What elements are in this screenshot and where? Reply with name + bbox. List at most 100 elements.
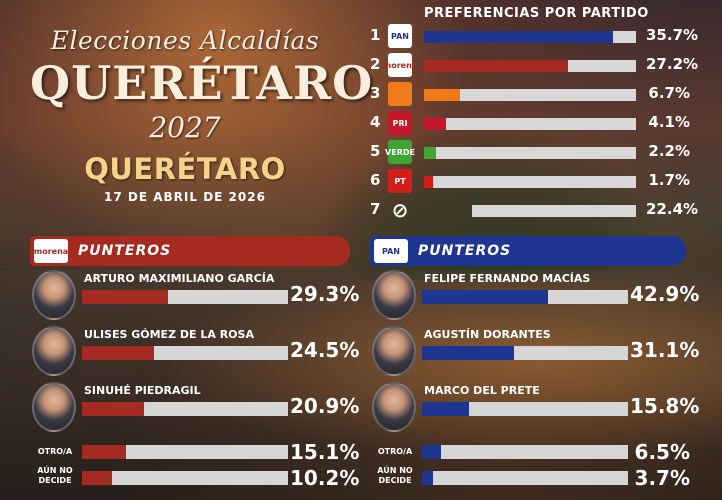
pan-punteros-label: PUNTEROS (418, 243, 512, 259)
candidate-photo (32, 326, 76, 376)
script-title: Elecciones Alcaldías (50, 26, 320, 55)
candidate-bar (422, 346, 514, 360)
pan-punteros-header: PAN PUNTEROS (370, 236, 686, 266)
candidate-bar-track (422, 402, 628, 416)
pri-logo-icon: PRI (388, 111, 412, 135)
preference-row: 4 PRI 4.1% (370, 111, 722, 135)
preferences-title: PREFERENCIAS POR PARTIDO (424, 6, 649, 21)
preference-percentage: 22.4% (646, 200, 699, 218)
candidate-bar (82, 402, 144, 416)
candidate-percentage: 29.3% (290, 282, 360, 306)
candidate-row: MARCO DEL PRETE 15.8% (372, 382, 700, 438)
candidate-percentage: 42.9% (630, 282, 700, 306)
title-block: Elecciones Alcaldías QUERÉTARO 2027 QUER… (30, 26, 374, 204)
preference-rank: 4 (370, 113, 381, 131)
preference-bar (424, 176, 433, 188)
morena-punteros-label: PUNTEROS (78, 243, 172, 259)
verde-logo-icon: VERDE (385, 140, 415, 164)
preference-bar-track (424, 31, 636, 43)
preference-rank: 6 (370, 171, 381, 189)
other-option-row: AÚN NO DECIDE 10.2% (32, 466, 360, 490)
preference-percentage: 4.1% (648, 113, 690, 131)
other-option-bar (422, 471, 433, 485)
preference-bar (424, 147, 436, 159)
candidate-photo (32, 270, 76, 320)
other-option-bar (82, 445, 127, 459)
survey-date: 17 DE ABRIL DE 2026 (104, 190, 266, 204)
other-option-row: OTRO/A 15.1% (32, 440, 360, 464)
preference-rank: 3 (370, 84, 381, 102)
preference-percentage: 1.7% (648, 171, 690, 189)
preference-percentage: 35.7% (646, 26, 699, 44)
other-option-percentage: 15.1% (290, 440, 360, 464)
preference-row: 5 VERDE 2.2% (370, 140, 722, 164)
preference-row: 3 6.7% (370, 82, 722, 106)
pt-logo-icon: PT (388, 169, 412, 193)
preference-row: 7 ⊘ 22.4% (370, 198, 722, 222)
candidate-photo (372, 382, 416, 432)
candidate-row: SINUHÉ PIEDRAGIL 20.9% (32, 382, 360, 438)
other-option-bar-track (422, 445, 628, 459)
candidate-bar-track (82, 402, 288, 416)
other-option-row: AÚN NO DECIDE 3.7% (372, 466, 692, 490)
candidate-bar (422, 402, 469, 416)
candidate-row: ARTURO MAXIMILIANO GARCÍA 29.3% (32, 270, 360, 326)
preference-bar-track (424, 176, 636, 188)
other-option-percentage: 6.5% (634, 440, 690, 464)
candidate-photo (372, 270, 416, 320)
candidate-name: MARCO DEL PRETE (424, 384, 540, 397)
other-option-bar-track (422, 471, 628, 485)
other-option-label: AÚN NO DECIDE (377, 466, 413, 485)
preference-percentage: 27.2% (646, 55, 699, 73)
preference-rank: 7 (370, 200, 381, 218)
morena-punteros-header: morena PUNTEROS (30, 236, 350, 266)
candidate-name: AGUSTÍN DORANTES (424, 328, 551, 341)
preference-rank: 5 (370, 142, 381, 160)
preference-bar-track (424, 60, 636, 72)
candidate-photo (32, 382, 76, 432)
preference-bar-track (472, 205, 636, 217)
preference-rank: 1 (370, 26, 381, 44)
candidate-percentage: 24.5% (290, 338, 360, 362)
other-option-label: OTRO/A (377, 447, 413, 456)
preference-percentage: 6.7% (648, 84, 690, 102)
other-option-bar-track (82, 471, 288, 485)
other-option-bar (82, 471, 112, 485)
preference-bar-track (424, 118, 636, 130)
subtitle: QUERÉTARO (84, 152, 286, 186)
other-option-percentage: 3.7% (634, 466, 690, 490)
preference-row: 1 PAN 35.7% (370, 24, 722, 48)
candidate-name: SINUHÉ PIEDRAGIL (84, 384, 201, 397)
preference-bar (424, 60, 569, 72)
candidate-name: ULISES GÓMEZ DE LA ROSA (84, 328, 254, 341)
candidate-row: FELIPE FERNANDO MACÍAS 42.9% (372, 270, 700, 326)
morena-logo-icon: morena (34, 239, 68, 263)
candidate-row: ULISES GÓMEZ DE LA ROSA 24.5% (32, 326, 360, 382)
candidate-bar-track (422, 290, 628, 304)
preference-row: 2 morena 27.2% (370, 53, 722, 77)
preference-row: 6 PT 1.7% (370, 169, 722, 193)
candidate-name: ARTURO MAXIMILIANO GARCÍA (84, 272, 275, 285)
other-option-percentage: 10.2% (290, 466, 360, 490)
other-option-bar-track (82, 445, 288, 459)
preference-bar (424, 89, 460, 101)
pan-logo-icon: PAN (388, 24, 412, 48)
preference-percentage: 2.2% (648, 142, 690, 160)
candidate-name: FELIPE FERNANDO MACÍAS (424, 272, 591, 285)
other-option-row: OTRO/A 6.5% (372, 440, 692, 464)
other-option-bar (422, 445, 442, 459)
morena-logo-icon: morena (383, 53, 417, 77)
candidate-percentage: 20.9% (290, 394, 360, 418)
candidate-percentage: 15.8% (630, 394, 700, 418)
pan-logo-icon: PAN (374, 239, 408, 263)
preference-rank: 2 (370, 55, 381, 73)
candidate-bar (422, 290, 549, 304)
candidate-bar (82, 346, 155, 360)
preference-bar-track (424, 89, 636, 101)
other-option-label: AÚN NO DECIDE (37, 466, 73, 485)
candidate-bar-track (82, 290, 288, 304)
candidate-row: AGUSTÍN DORANTES 31.1% (372, 326, 699, 382)
candidate-bar (82, 290, 169, 304)
mc-logo-icon (388, 82, 412, 106)
city-title: QUERÉTARO (30, 56, 374, 110)
